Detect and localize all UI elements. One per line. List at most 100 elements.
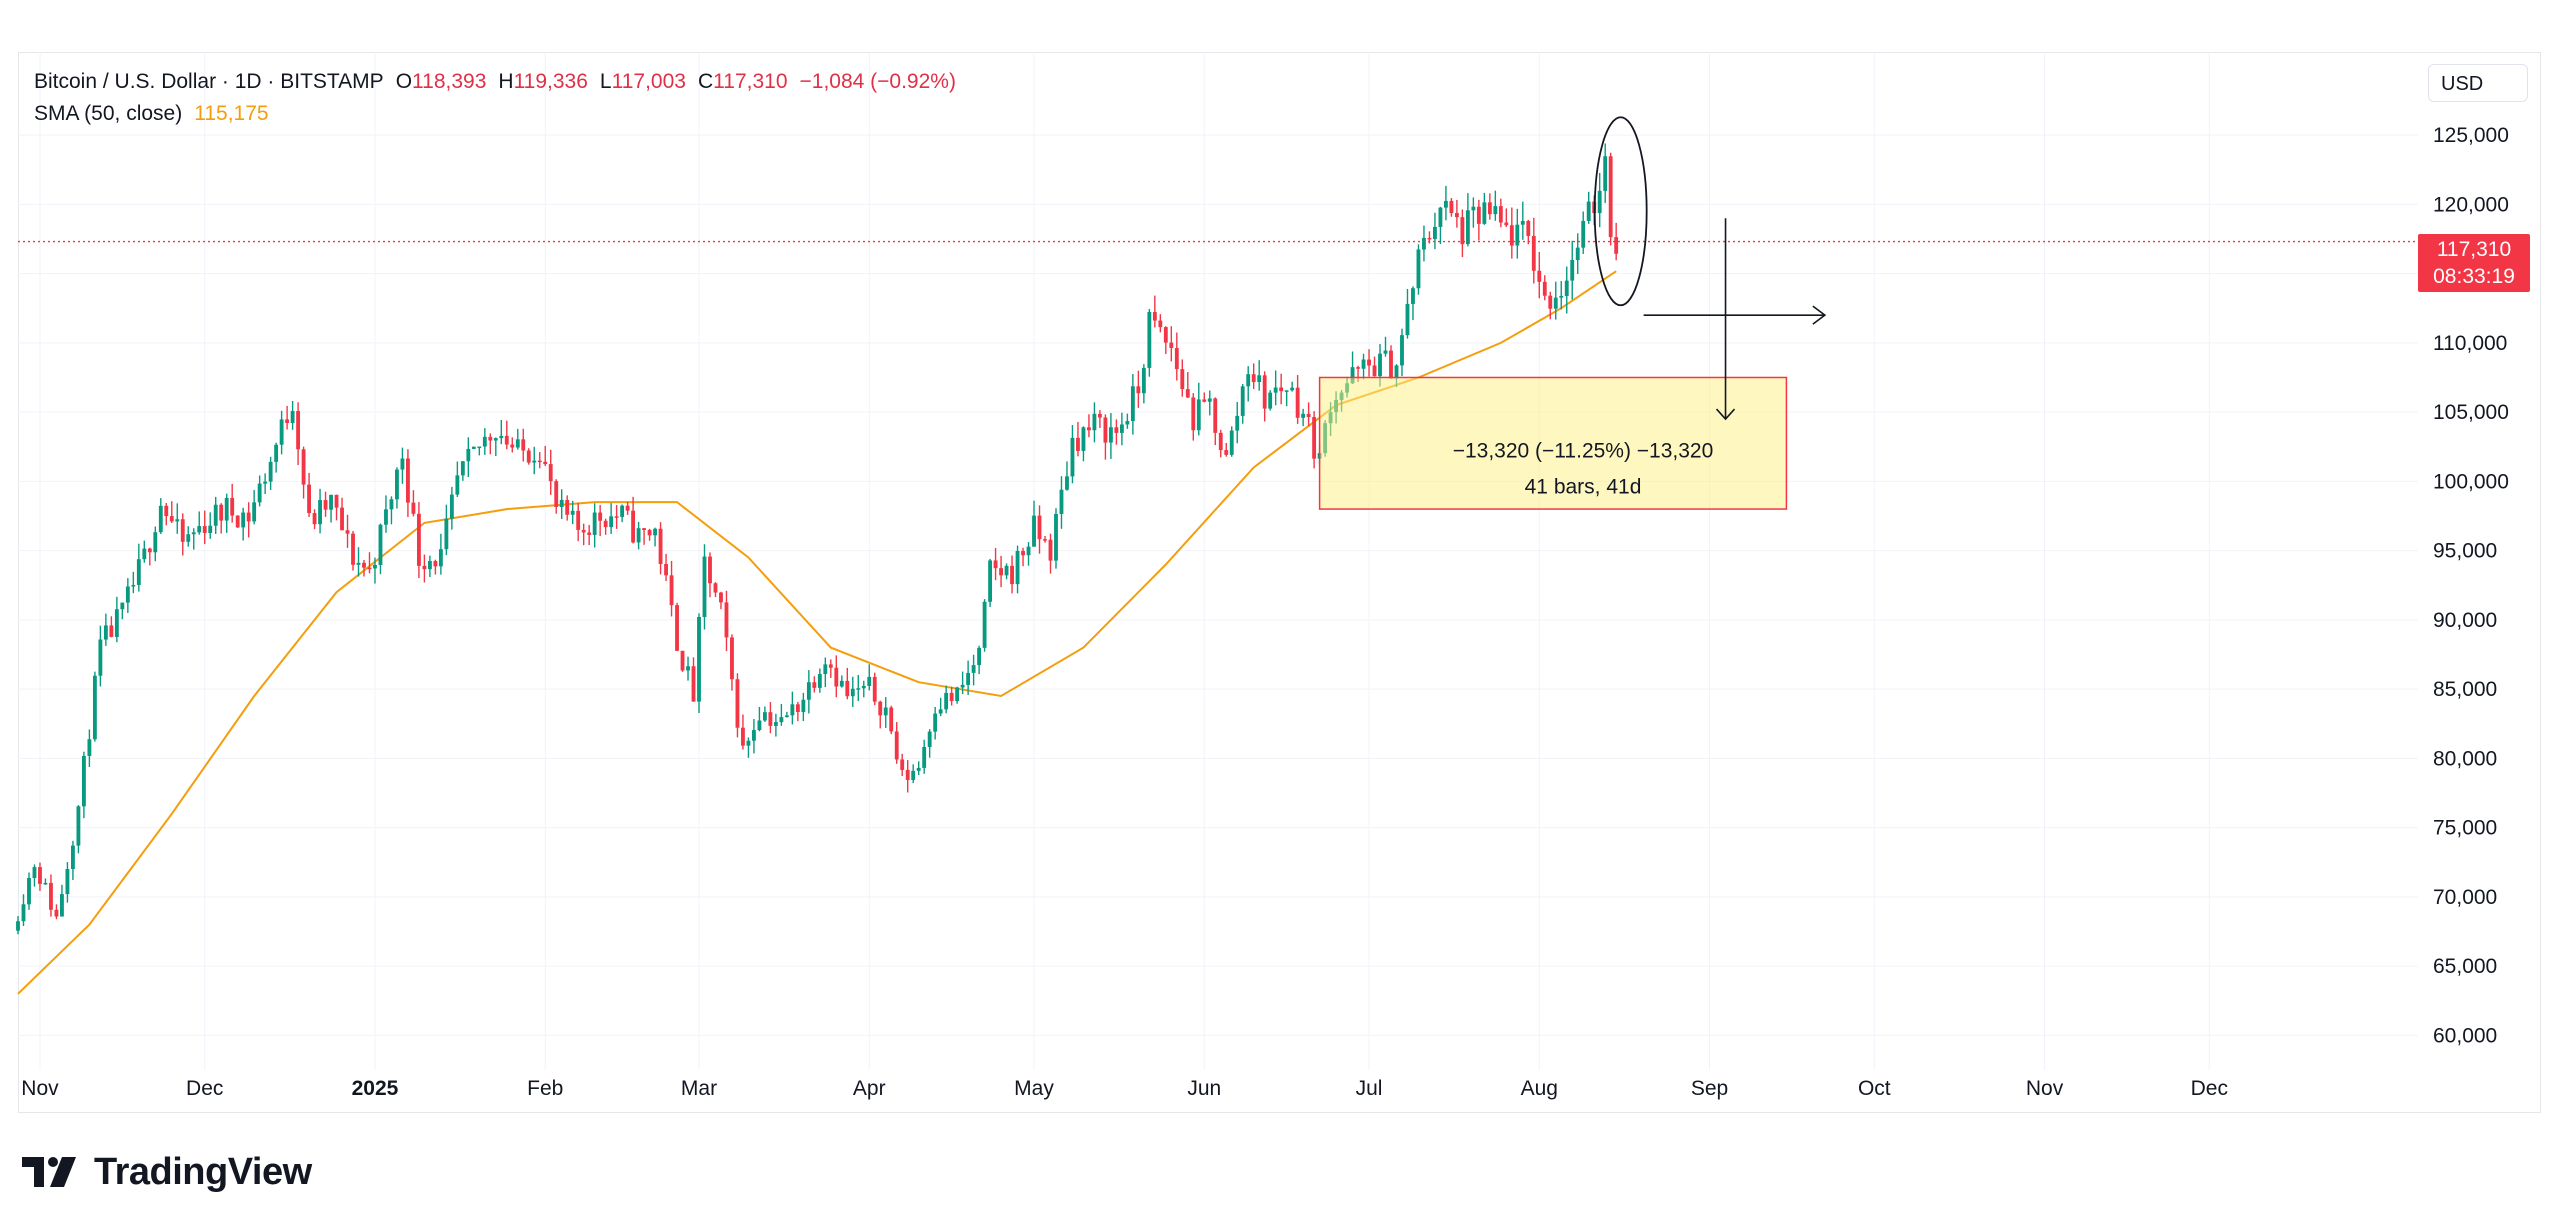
candle-body [1482, 202, 1487, 224]
x-tick-label: Apr [853, 1077, 886, 1100]
candle-body [1119, 424, 1124, 433]
candle-body [87, 739, 92, 756]
candle-body [669, 575, 674, 606]
candle-body [103, 625, 108, 640]
candle-body [1476, 206, 1481, 224]
x-tick-label: Aug [1521, 1077, 1558, 1100]
candle-body [664, 564, 668, 576]
candle-body [1240, 386, 1245, 416]
candle-body [1383, 350, 1388, 354]
candle-body [241, 512, 246, 528]
candle-body [999, 568, 1003, 576]
candle-body [329, 494, 333, 510]
candle-body [757, 720, 762, 731]
x-tick-label: Jun [1187, 1077, 1221, 1100]
candle-body [16, 921, 20, 931]
candle-body [1130, 386, 1135, 422]
currency-button[interactable]: USD [2428, 64, 2528, 102]
candle-body [697, 616, 701, 702]
candle-body [1163, 327, 1168, 343]
candle-body [318, 500, 322, 525]
candle-body [1515, 224, 1520, 246]
candle-body [1147, 311, 1152, 368]
y-tick-label: 70,000 [2433, 886, 2497, 909]
candle-body [246, 512, 251, 522]
grid-lines [18, 52, 2418, 1070]
candle-body [1306, 413, 1311, 418]
candle-body [543, 461, 548, 465]
y-tick-label: 60,000 [2433, 1024, 2497, 1047]
candle-body [213, 504, 218, 526]
candle-body [960, 684, 965, 688]
x-tick-label: 2025 [352, 1077, 399, 1100]
ellipse-annotation[interactable] [1593, 116, 1648, 307]
candle-body [515, 439, 520, 448]
candle-body [1356, 367, 1360, 369]
price-axis[interactable]: 60,000 65,000 70,000 75,000 80,000 85,000 90,0… [2433, 124, 2509, 1047]
candle-body [1015, 550, 1020, 585]
y-tick-label: 110,000 [2433, 332, 2507, 355]
candle-body [1081, 427, 1086, 451]
candle-body [510, 444, 515, 448]
candle-body [559, 499, 564, 507]
sma-row: SMA (50, close) 115,175 [34, 98, 956, 130]
candle-body [1614, 237, 1619, 254]
candle-body [1465, 210, 1470, 245]
candle-body [719, 592, 723, 603]
candle-body [1487, 202, 1492, 215]
y-tick-label: 120,000 [2433, 193, 2509, 216]
candle-body [54, 909, 59, 917]
candle-body [1213, 398, 1218, 433]
candle-body [752, 730, 756, 741]
symbol-title[interactable]: Bitcoin / U.S. Dollar · 1D · BITSTAMP [34, 70, 384, 93]
candle-body [1570, 259, 1575, 281]
right-arrow-head [1812, 305, 1827, 325]
candle-body [1180, 369, 1185, 390]
candle-body [224, 497, 229, 521]
sma-label[interactable]: SMA (50, close) [34, 102, 183, 125]
candle-body [609, 516, 614, 528]
candle-body [872, 676, 877, 702]
y-tick-label: 80,000 [2433, 747, 2497, 770]
x-tick-label: Nov [2026, 1077, 2064, 1100]
candle-body [812, 682, 817, 688]
candle-body [1092, 413, 1097, 431]
candle-body [730, 637, 734, 680]
candle-body [1284, 390, 1289, 392]
time-axis[interactable]: Nov Dec 2025 Feb Mar Apr May Jun Jul Aug Sep Oct Nov… [21, 1077, 2228, 1100]
candle-body [142, 548, 147, 560]
candle-body [905, 769, 910, 780]
candle-body [620, 505, 625, 517]
candle-body [1262, 375, 1267, 409]
candle-body [1125, 421, 1130, 425]
candle-body [427, 561, 432, 570]
candle-body [971, 665, 976, 673]
symbol-row: Bitcoin / U.S. Dollar · 1D · BITSTAMP O 11… [34, 66, 956, 98]
candle-body [702, 556, 707, 617]
candle-body [949, 692, 954, 702]
measure-box[interactable]: −13,320 (−11.25%) −13,320 41 bars, 41d [1318, 218, 1827, 510]
candle-body [1427, 237, 1432, 240]
y-tick-label: 90,000 [2433, 609, 2497, 632]
x-tick-label: Sep [1691, 1077, 1728, 1100]
candle-body [1548, 295, 1553, 309]
candle-body [1087, 427, 1091, 431]
measure-change-text: −13,320 (−11.25%) −13,320 [1453, 439, 1714, 462]
candle-body [109, 625, 114, 637]
tradingview-logo[interactable]: TradingView [22, 1148, 312, 1196]
x-tick-label: Jul [1356, 1077, 1383, 1100]
close-value: 117,310 [713, 70, 788, 93]
candle-body [384, 509, 388, 525]
candle-body [1400, 335, 1404, 366]
candle-body [762, 712, 767, 721]
candle-body [81, 755, 86, 807]
open-label: O [395, 70, 413, 93]
candle-body [1273, 387, 1278, 393]
candle-body [296, 411, 301, 450]
candle-body [131, 584, 136, 587]
candle-body [169, 516, 174, 522]
close-label: C [697, 70, 714, 93]
y-tick-label: 125,000 [2433, 124, 2509, 147]
candle-body [883, 707, 888, 716]
